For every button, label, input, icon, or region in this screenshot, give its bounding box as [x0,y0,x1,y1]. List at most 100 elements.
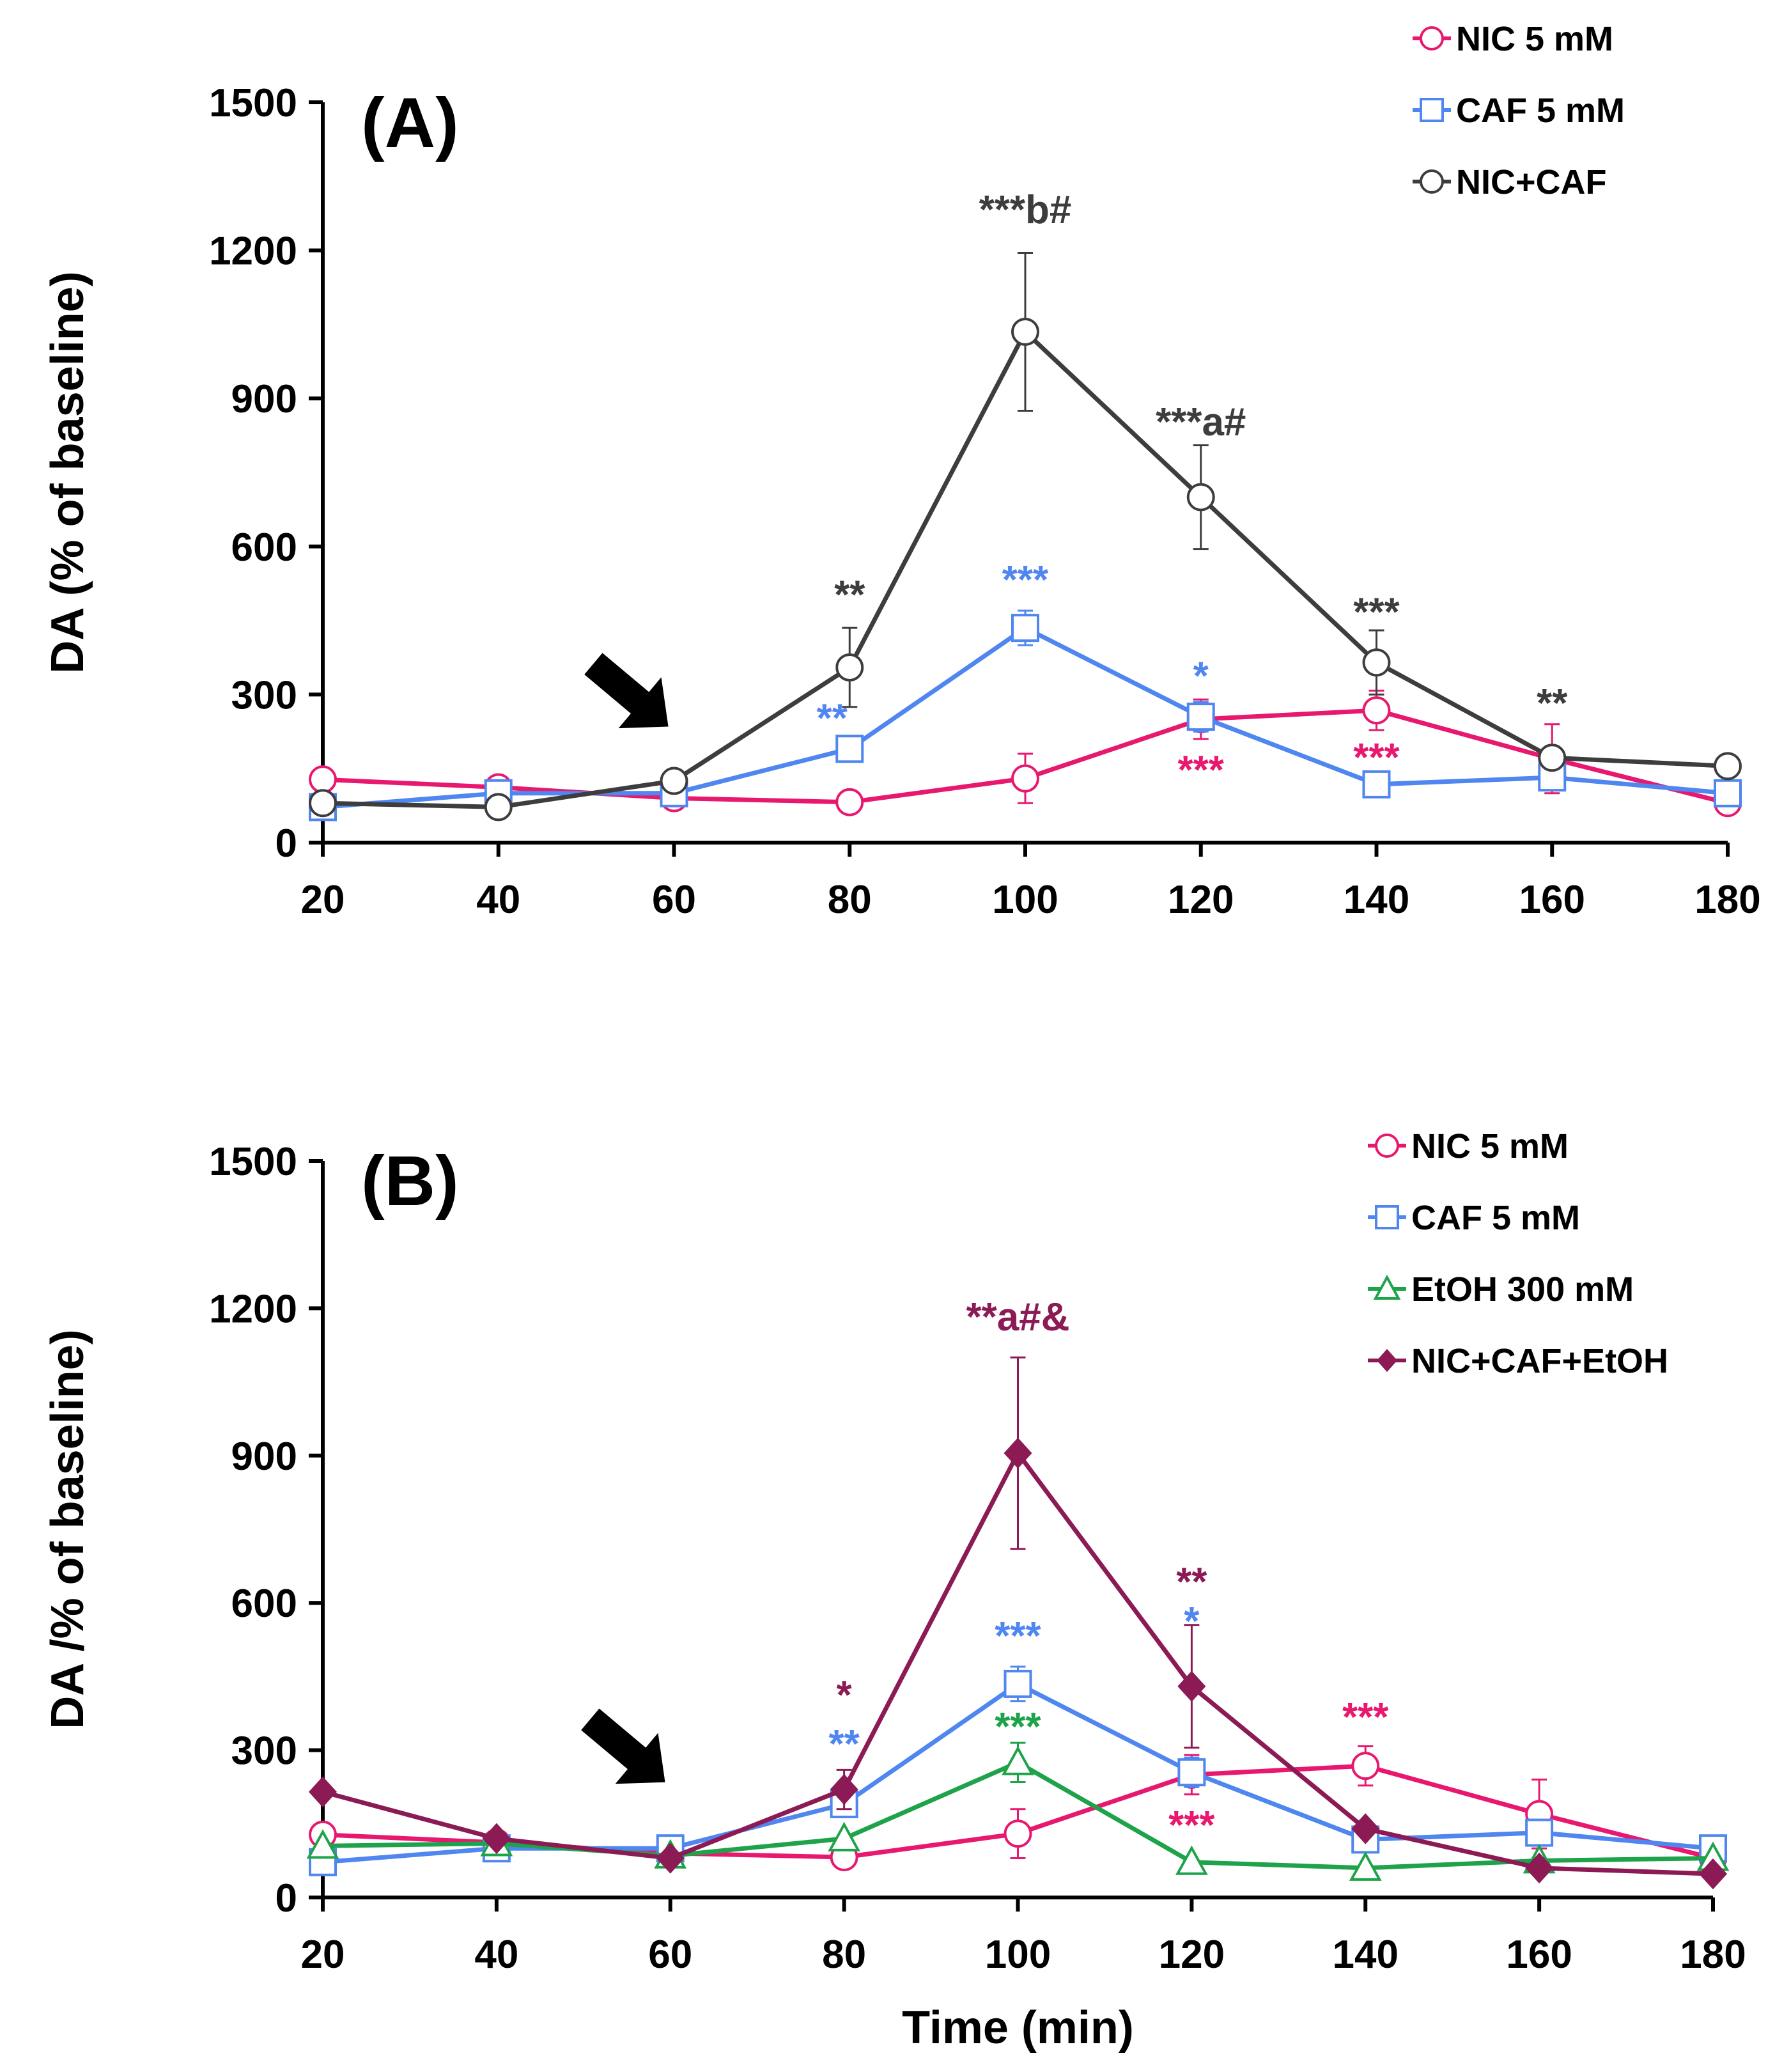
data-point [837,790,862,815]
data-point [1005,1671,1031,1697]
legend-label: EtOH 300 mM [1411,1270,1634,1309]
legend-label: CAF 5 mM [1411,1199,1580,1237]
significance-annotation: ***a# [1156,400,1246,444]
data-point [662,768,687,794]
significance-annotation: * [837,1673,853,1717]
x-tick-label: 80 [822,1933,866,1977]
y-tick-label: 1500 [209,1140,297,1184]
y-tick-label: 1200 [209,230,297,274]
data-point [1539,745,1565,770]
data-point [1526,1854,1552,1882]
data-point [1353,1753,1378,1779]
significance-annotation: **a#& [966,1295,1070,1339]
data-point [830,1825,858,1850]
x-tick-label: 160 [1519,878,1585,922]
x-tick-label: 20 [301,1933,345,1977]
significance-annotation: *** [1178,748,1225,792]
y-tick-label: 900 [231,1435,297,1479]
x-tick-label: 100 [992,878,1058,922]
data-point [486,794,511,820]
x-tick-label: 60 [652,878,696,922]
injection-arrow-icon [572,638,690,752]
legend-label: CAF 5 mM [1456,91,1625,130]
y-axis-label: DA /% of baseline) [42,1329,93,1729]
x-tick-label: 180 [1680,1933,1746,1977]
x-tick-label: 120 [1168,878,1234,922]
figure: 0 300 600 900 1200 1500 20 40 60 80 100 120 140 160 18… [0,0,1775,2072]
significance-annotation: *** [1353,590,1400,634]
arrow-shape [569,1694,686,1808]
y-tick-label: 1500 [209,81,297,125]
x-tick-label: 40 [476,878,520,922]
y-axis-label: DA (% of baseline) [42,271,93,673]
y-tick-label: 600 [231,1582,297,1626]
legend-marker [1421,171,1443,192]
legend-label: NIC 5 mM [1456,20,1613,58]
data-point [1715,781,1740,806]
significance-annotation: *** [1002,558,1049,602]
series-nic-caf [310,253,1740,820]
data-point [1012,615,1038,641]
legend-label: NIC+CAF+EtOH [1411,1342,1668,1380]
legend-entry: NIC+CAF+EtOH [1368,1342,1668,1380]
data-point [1364,650,1390,675]
data-point [1005,1821,1031,1846]
data-point [1715,753,1740,779]
data-point [1364,697,1390,723]
data-point [1012,319,1038,345]
x-tick-label: 140 [1344,878,1409,922]
x-tick-label: 140 [1333,1933,1399,1977]
legend-marker [1421,27,1443,49]
arrow-shape [572,638,690,752]
legend-marker [1377,1349,1397,1372]
panel-a: 0 300 600 900 1200 1500 20 40 60 80 100 120 140 160 18… [42,20,1761,922]
panel-label: (A) [361,84,459,162]
panel-b: 0 300 600 900 1200 1500 20 40 60 80 100 120 140 160 18… [42,1127,1746,2053]
significance-annotation: *** [995,1614,1041,1658]
data-point [1526,1820,1552,1846]
data-point [837,655,862,680]
significance-annotation: ** [828,1722,860,1766]
y-tick-label: 900 [231,377,297,421]
legend-entry: NIC+CAF [1413,163,1607,201]
y-tick-label: 300 [231,673,297,717]
x-tick-label: 20 [301,878,345,922]
legend-label: NIC+CAF [1456,163,1607,201]
x-tick-label: 100 [985,1933,1051,1977]
data-point [1004,1749,1032,1774]
legend-marker [1376,1135,1398,1157]
y-tick-label: 300 [231,1729,297,1773]
x-tick-label: 80 [828,878,872,922]
x-tick-label: 40 [474,1933,518,1977]
x-tick-label: 160 [1506,1933,1572,1977]
legend-marker [1376,1206,1398,1228]
series-nic-5-mm [310,690,1740,816]
significance-annotation: * [1184,1600,1200,1644]
y-tick-label: 1200 [209,1287,297,1331]
data-point [1188,704,1214,729]
data-point [310,767,336,792]
data-point [310,790,336,816]
significance-annotation: ** [1176,1561,1207,1605]
injection-arrow-icon [569,1694,686,1808]
legend-marker [1421,99,1443,121]
legend-entry: EtOH 300 mM [1368,1270,1634,1309]
data-point [1188,485,1214,510]
significance-annotation: ** [834,573,865,617]
significance-annotation: * [1193,655,1209,699]
legend-entry: CAF 5 mM [1368,1199,1580,1237]
significance-annotation: *** [995,1705,1041,1749]
legend-entry: CAF 5 mM [1413,91,1625,130]
legend-label: NIC 5 mM [1411,1127,1569,1165]
y-tick-label: 0 [275,1876,297,1920]
x-tick-label: 180 [1694,878,1760,922]
significance-annotation: *** [1342,1695,1389,1740]
significance-annotation: ** [1537,682,1568,726]
x-tick-label: 60 [648,1933,692,1977]
x-axis-label: Time (min) [902,2002,1134,2053]
y-tick-label: 600 [231,526,297,570]
significance-annotation: ** [817,696,848,740]
legend-entry: NIC 5 mM [1413,20,1613,58]
legend-entry: NIC 5 mM [1368,1127,1569,1165]
data-point [1012,766,1038,791]
